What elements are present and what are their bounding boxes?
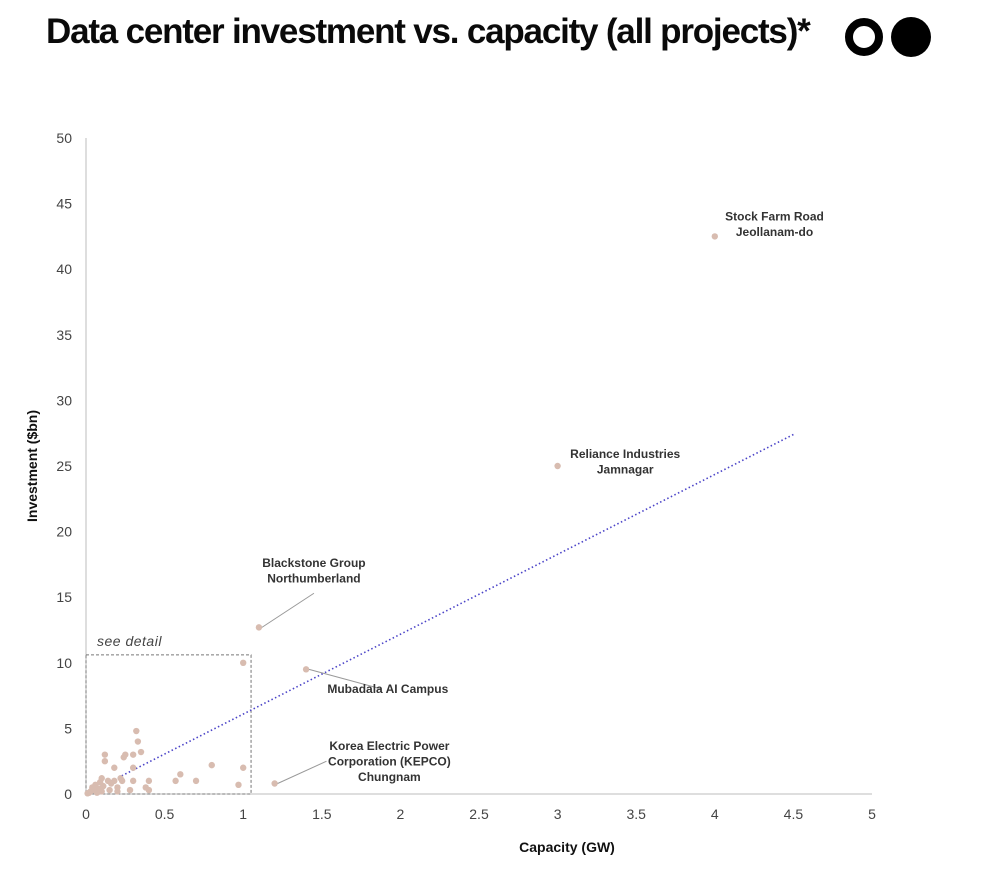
y-axis-title: Investment ($bn) xyxy=(24,410,40,522)
data-point xyxy=(172,777,179,785)
x-tick-label: 0.5 xyxy=(155,806,175,822)
y-tick-label: 15 xyxy=(56,589,72,605)
data-point xyxy=(142,784,149,791)
data-point xyxy=(255,624,263,631)
data-point xyxy=(129,764,137,771)
annotation-leader xyxy=(261,592,315,628)
data-point xyxy=(177,771,184,778)
logo-ring-icon xyxy=(845,18,883,56)
annotation-label: Reliance Industries xyxy=(570,447,680,461)
y-tick-label: 30 xyxy=(56,392,72,408)
data-point xyxy=(129,751,137,758)
annotation-label: Stock Farm Road xyxy=(725,210,824,224)
brand-logo xyxy=(845,17,931,57)
detail-box xyxy=(85,654,252,795)
x-axis-title: Capacity (GW) xyxy=(519,839,615,855)
data-point xyxy=(302,666,310,673)
x-tick-label: 5 xyxy=(868,806,876,822)
data-point xyxy=(711,233,718,240)
data-point xyxy=(104,777,112,785)
y-tick-label: 40 xyxy=(56,261,72,277)
y-tick-label: 25 xyxy=(56,458,72,474)
annotation-label: Corporation (KEPCO) xyxy=(328,755,451,769)
data-point xyxy=(137,748,145,756)
annotation-label: Jeollanam-do xyxy=(736,225,813,239)
y-tick-label: 50 xyxy=(56,130,72,146)
data-point xyxy=(101,751,109,758)
x-tick-label: 0 xyxy=(82,806,90,822)
data-point xyxy=(120,754,127,761)
data-point xyxy=(208,761,215,769)
annotation-leader xyxy=(277,760,327,784)
data-point xyxy=(101,758,109,765)
data-point xyxy=(240,764,247,771)
data-point xyxy=(111,764,118,771)
annotation-leader xyxy=(308,668,382,690)
data-point xyxy=(84,790,91,797)
chart-title: Data center investment vs. capacity (all… xyxy=(46,12,811,51)
data-point xyxy=(133,727,140,735)
data-point xyxy=(129,777,137,785)
trendline xyxy=(85,433,794,795)
data-point xyxy=(240,659,247,666)
logo-dot-icon xyxy=(891,17,931,57)
x-tick-label: 3 xyxy=(554,806,562,822)
x-tick-label: 1 xyxy=(239,806,247,822)
x-tick-label: 1.5 xyxy=(312,806,332,822)
y-tick-label: 45 xyxy=(56,196,72,212)
x-tick-label: 4 xyxy=(711,806,719,822)
data-point xyxy=(96,778,104,786)
y-tick-label: 20 xyxy=(56,524,72,540)
annotation-label: Korea Electric Power xyxy=(329,739,449,753)
data-point xyxy=(117,775,124,782)
data-point xyxy=(126,786,134,794)
data-point xyxy=(271,780,278,787)
y-tick-label: 0 xyxy=(64,786,72,802)
y-tick-label: 35 xyxy=(56,327,72,343)
detail-label: see detail xyxy=(97,633,162,649)
x-tick-label: 4.5 xyxy=(784,806,804,822)
data-point xyxy=(235,781,242,789)
annotation-label: Blackstone Group xyxy=(262,556,365,570)
data-point xyxy=(134,738,142,745)
data-point xyxy=(554,462,561,470)
data-point xyxy=(114,788,121,795)
data-point xyxy=(145,777,153,785)
annotation-label: Jamnagar xyxy=(597,463,654,477)
annotation-label: Mubadala AI Campus xyxy=(327,682,448,696)
y-tick-label: 10 xyxy=(56,655,72,671)
annotation-label: Northumberland xyxy=(267,572,360,586)
x-tick-label: 2.5 xyxy=(469,806,489,822)
y-tick-label: 5 xyxy=(64,720,72,736)
data-point xyxy=(106,786,113,794)
x-tick-label: 2 xyxy=(397,806,405,822)
x-tick-label: 3.5 xyxy=(626,806,646,822)
annotation-label: Chungnam xyxy=(358,770,421,784)
data-point xyxy=(192,777,200,785)
